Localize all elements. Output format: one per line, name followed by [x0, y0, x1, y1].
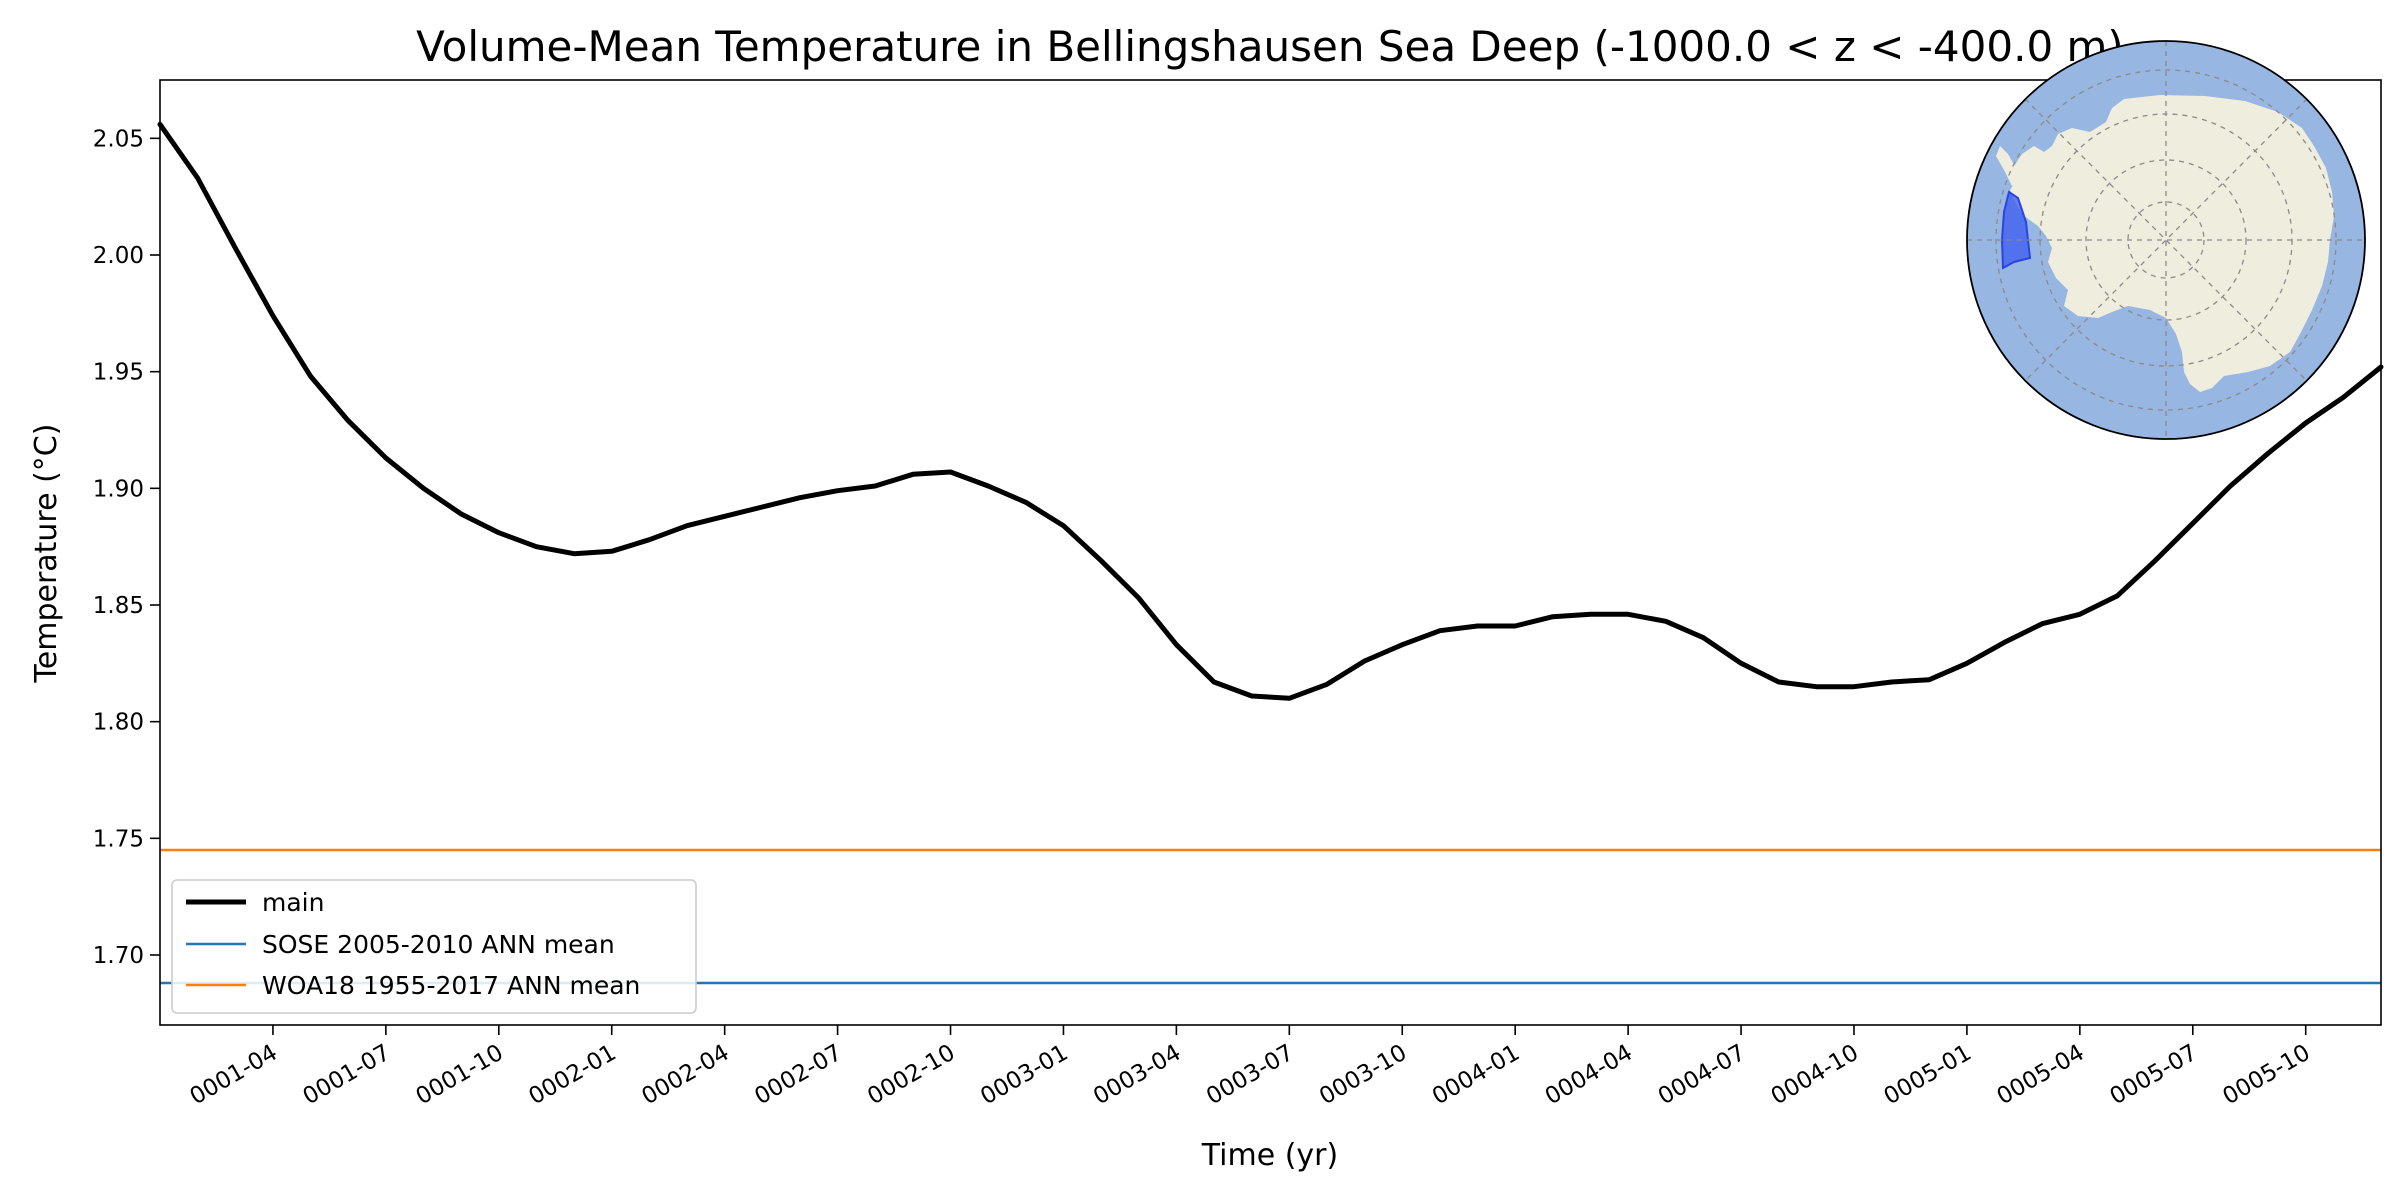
- inset-antarctica-map: [1966, 40, 2366, 440]
- legend-label-sose: SOSE 2005-2010 ANN mean: [262, 930, 615, 959]
- chart-title: Volume-Mean Temperature in Bellingshause…: [416, 22, 2124, 71]
- y-tick-label: 1.90: [93, 476, 144, 502]
- y-axis-title: Temperature (°C): [29, 424, 64, 684]
- inset-ross-ice-edge: [2226, 128, 2262, 152]
- inset-antarctica-land: [2010, 95, 2334, 392]
- y-tick-label: 2.00: [93, 243, 144, 269]
- main-series-line: [157, 121, 2384, 701]
- legend-frame: [171, 879, 697, 1014]
- y-tick-label: 1.70: [93, 943, 144, 969]
- x-axis-title: Time (yr): [1201, 1138, 1338, 1173]
- legend-label-main: main: [262, 888, 324, 917]
- inset-gridlines: [1967, 41, 2365, 439]
- y-tick-label: 1.80: [93, 710, 144, 736]
- inset-peninsula: [1996, 146, 2020, 186]
- y-tick-label: 1.85: [93, 593, 144, 619]
- inset-globe-outline: [1966, 40, 2366, 440]
- y-axis-ticks: 1.70 1.75 1.80 1.85 1.90 1.95 2.00 2.05: [93, 126, 160, 969]
- plot-frame: [159, 79, 2382, 1026]
- inset-bellingshausen-region: [2000, 190, 2032, 270]
- y-tick-label: 1.95: [93, 360, 144, 386]
- legend: main SOSE 2005-2010 ANN mean WOA18 1955-…: [171, 879, 697, 1014]
- legend-label-woa18: WOA18 1955-2017 ANN mean: [262, 971, 640, 1000]
- y-tick-label: 2.05: [93, 126, 144, 152]
- y-tick-label: 1.75: [93, 826, 144, 852]
